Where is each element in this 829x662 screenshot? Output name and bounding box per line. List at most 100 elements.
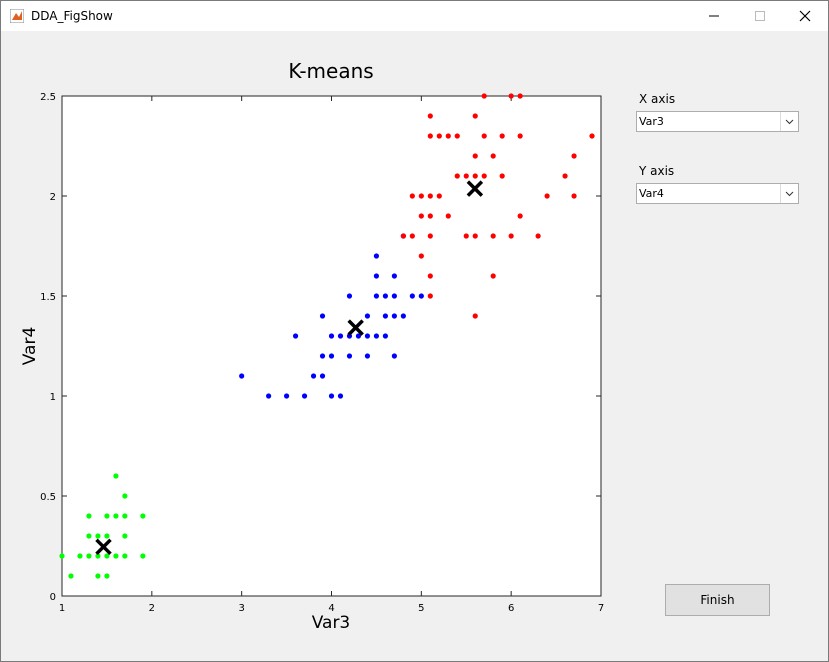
x-tick-label: 5 [418,603,424,614]
centroid-marker [466,180,484,197]
scatter-point [382,293,388,299]
maximize-button[interactable] [737,1,783,31]
scatter-point [508,233,514,239]
scatter-point [319,373,326,379]
scatter-point [319,353,326,359]
scatter-point [481,93,487,99]
scatter-point [427,193,433,199]
chart: K-means Var3 Var4 1 2 3 4 5 6 7 0 0.5 1 1.5 2 2.5 [20,59,604,633]
scatter-point [364,333,371,339]
scatter-point [373,273,380,279]
scatter-point [490,273,496,279]
scatter-point [337,393,344,399]
window-title: DDA_FigShow [31,9,113,23]
y-tick-label: 0.5 [40,492,56,503]
scatter-point [499,173,505,179]
scatter-point [409,193,415,199]
scatter-point [86,513,92,519]
minimize-button[interactable] [691,1,737,31]
scatter-point [113,473,119,479]
dropdown-arrow [780,112,794,131]
scatter-point [400,313,406,319]
scatter-point [445,133,451,139]
scatter-point [373,293,380,299]
scatter-point [517,93,523,99]
scatter-point [391,273,397,279]
scatter-point [454,133,460,139]
x-tick-label: 4 [328,603,334,614]
centroid-marker [95,538,112,556]
scatter-point [409,233,415,239]
y-axis-dropdown[interactable]: Var4 [636,183,799,204]
scatter-point [472,173,478,179]
scatter-point [346,353,353,359]
scatter-point [104,513,110,519]
scatter-point [436,193,442,199]
scatter-point [454,173,460,179]
scatter-point [472,313,478,319]
finish-button[interactable]: Finish [665,584,770,616]
scatter-point [508,93,514,99]
app-icon [10,9,24,23]
y-tick-label: 1 [50,392,56,403]
scatter-point [140,553,146,559]
scatter-point [266,393,272,399]
x-tick-label: 2 [149,603,155,614]
scatter-point [346,293,353,299]
scatter-point [95,533,101,539]
scatter-point [319,313,326,319]
scatter-point [391,353,397,359]
x-tick-label: 7 [598,603,604,614]
scatter-point [472,153,478,159]
scatter-point [427,113,433,119]
scatter-point [589,133,595,139]
scatter-point [409,293,415,299]
scatter-point [490,233,496,239]
scatter-point [68,573,74,579]
scatter-point [418,293,424,299]
scatter-point [391,293,397,299]
scatter-point [86,553,92,559]
x-axis-label: Var3 [312,613,351,633]
scatter-point [113,513,119,519]
scatter-point [427,213,433,219]
scatter-point [283,393,290,399]
scatter-point [427,133,433,139]
scatter-point [337,333,344,339]
close-button[interactable] [782,1,828,31]
scatter-point [571,153,577,159]
scatter-point [391,313,397,319]
title-bar: DDA_FigShow [1,1,828,31]
chart-title: K-means [288,59,373,83]
x-tick-label: 6 [508,603,514,614]
scatter-point [59,553,65,559]
scatter-point [122,533,128,539]
scatter-point [445,213,451,219]
x-axis-dropdown-value: Var3 [639,115,664,128]
scatter-point [481,173,487,179]
y-tick-label: 0 [50,592,56,603]
x-axis-dropdown[interactable]: Var3 [636,111,799,132]
scatter-point [328,333,335,339]
scatter-point [472,233,478,239]
scatter-point [499,133,505,139]
scatter-point [418,253,424,259]
scatter-point [571,193,577,199]
scatter-point [292,333,299,339]
scatter-point [86,533,92,539]
y-tick-label: 2 [50,192,56,203]
scatter-point [562,173,568,179]
scatter-point [122,493,128,499]
scatter-point [310,373,317,379]
y-tick-label: 2.5 [40,92,56,103]
scatter-point [140,513,146,519]
centroid-marker [347,319,364,336]
scatter-point [77,553,83,559]
scatter-point [104,553,110,559]
scatter-point [95,573,101,579]
scatter-point [463,173,469,179]
x-axis-select-label: X axis [639,92,676,106]
scatter-point [400,233,406,239]
scatter-point [328,353,335,359]
